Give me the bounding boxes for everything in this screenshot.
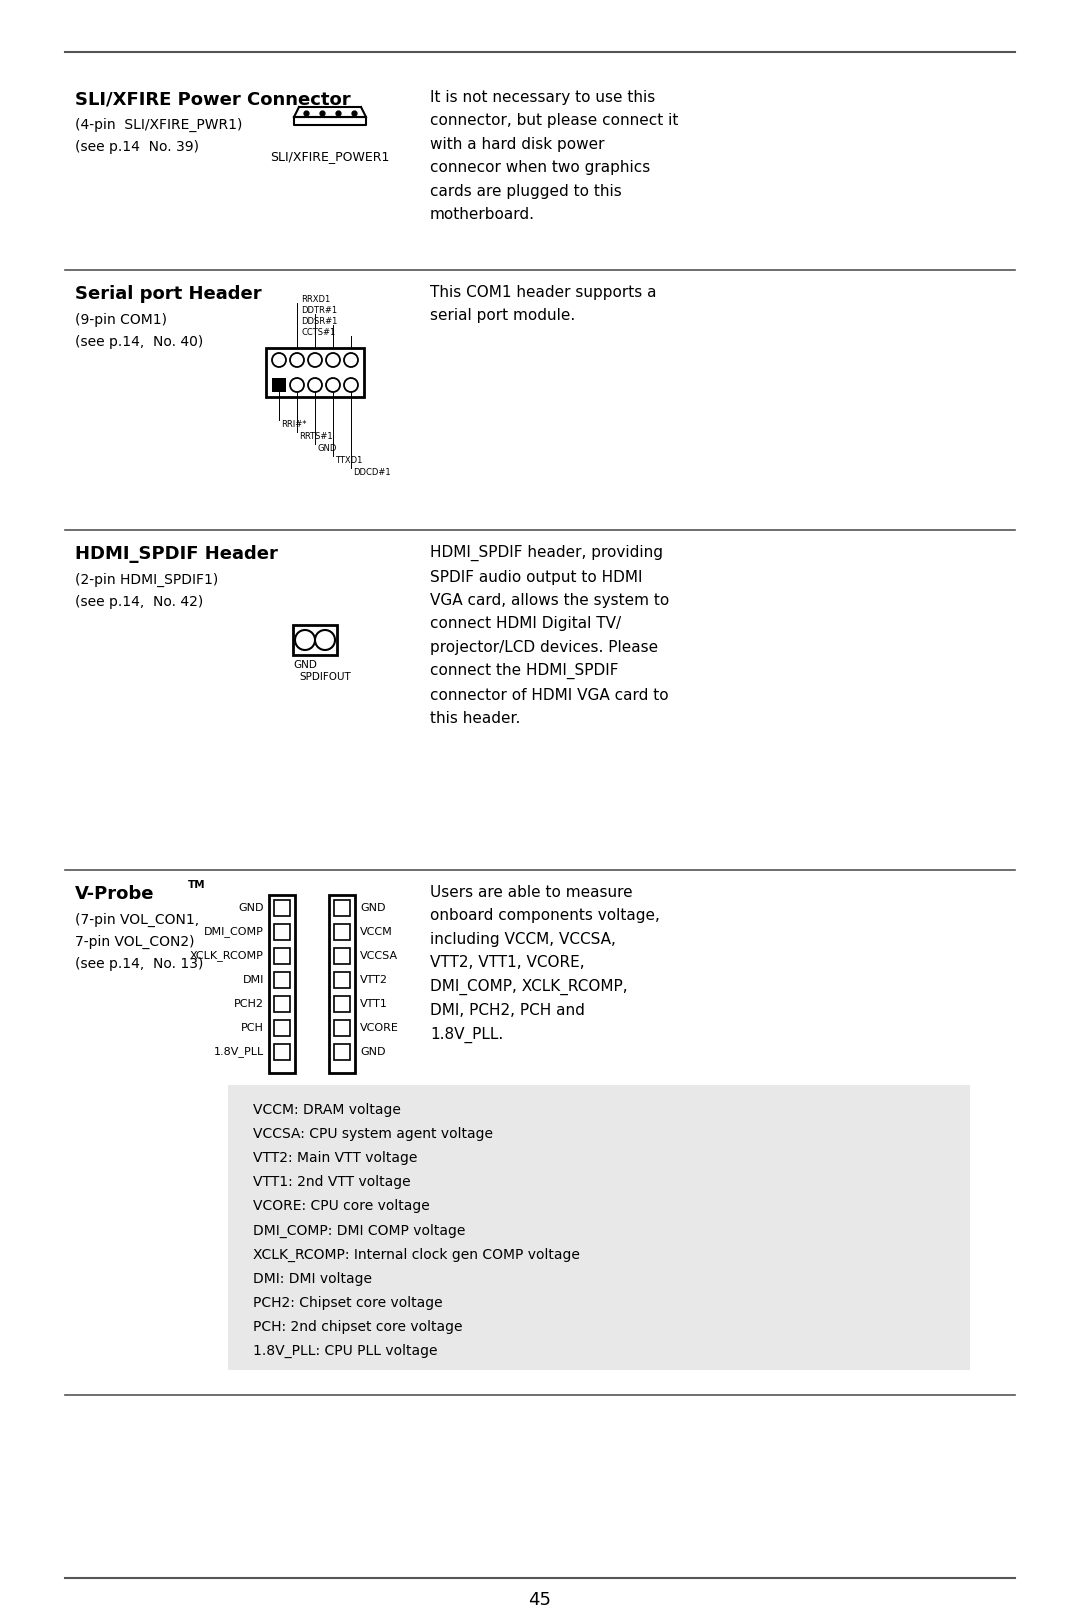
Text: GND: GND [318,444,336,453]
Bar [274,949,291,963]
Bar [274,924,291,941]
Text: DDSR#1: DDSR#1 [301,317,337,325]
Text: RRXD1: RRXD1 [301,295,330,304]
Text: DDTR#1: DDTR#1 [301,306,337,316]
Text: DMI: DMI voltage: DMI: DMI voltage [253,1271,372,1285]
Text: DMI_COMP: DMI_COMP [204,926,264,937]
Bar [272,377,286,392]
Bar [293,625,337,656]
Text: RRI#*: RRI#* [281,419,307,429]
Text: SPDIFOUT: SPDIFOUT [299,672,351,682]
Text: SLI/XFIRE Power Connector: SLI/XFIRE Power Connector [75,91,351,108]
Circle shape [326,377,340,392]
Bar [274,996,291,1012]
Bar [334,924,350,941]
Text: XCLK_RCOMP: XCLK_RCOMP [190,950,264,962]
Bar [274,900,291,916]
Text: VCCM: VCCM [360,928,393,937]
Bar [269,895,295,1073]
Text: DDCD#1: DDCD#1 [353,468,391,478]
Text: DMI: DMI [243,975,264,984]
Text: VTT2: Main VTT voltage: VTT2: Main VTT voltage [253,1151,417,1166]
Bar [334,900,350,916]
Circle shape [291,377,303,392]
Text: GND: GND [360,903,386,913]
Text: HDMI_SPDIF Header: HDMI_SPDIF Header [75,546,278,563]
Text: PCH2: Chipset core voltage: PCH2: Chipset core voltage [253,1295,443,1310]
Text: Serial port Header: Serial port Header [75,285,261,303]
Text: VCCSA: VCCSA [360,950,399,962]
Text: SLI/XFIRE_POWER1: SLI/XFIRE_POWER1 [270,151,390,164]
Text: TTXD1: TTXD1 [335,457,363,465]
Bar [266,348,364,397]
Bar [274,971,291,988]
Text: 1.8V_PLL: 1.8V_PLL [214,1046,264,1057]
Text: (2-pin HDMI_SPDIF1): (2-pin HDMI_SPDIF1) [75,573,218,588]
Bar [334,996,350,1012]
Text: (see p.14,  No. 40): (see p.14, No. 40) [75,335,203,350]
Text: (4-pin  SLI/XFIRE_PWR1): (4-pin SLI/XFIRE_PWR1) [75,118,242,133]
Circle shape [315,630,335,649]
Text: VTT1: 2nd VTT voltage: VTT1: 2nd VTT voltage [253,1175,410,1190]
Bar [334,949,350,963]
Text: 1.8V_PLL: CPU PLL voltage: 1.8V_PLL: CPU PLL voltage [253,1344,437,1358]
Text: Users are able to measure
onboard components voltage,
including VCCM, VCCSA,
VTT: Users are able to measure onboard compon… [430,886,660,1043]
Text: V-Probe: V-Probe [75,886,154,903]
Text: It is not necessary to use this
connector, but please connect it
with a hard dis: It is not necessary to use this connecto… [430,91,678,222]
Circle shape [308,377,322,392]
Circle shape [345,353,357,368]
Text: (see p.14,  No. 42): (see p.14, No. 42) [75,596,203,609]
Text: GND: GND [293,661,316,670]
Text: (see p.14  No. 39): (see p.14 No. 39) [75,139,199,154]
Circle shape [326,353,340,368]
Text: RRTS#1: RRTS#1 [299,432,333,440]
Text: (9-pin COM1): (9-pin COM1) [75,312,167,327]
Text: VCCM: DRAM voltage: VCCM: DRAM voltage [253,1103,401,1117]
Circle shape [345,377,357,392]
Text: VCORE: CPU core voltage: VCORE: CPU core voltage [253,1200,430,1213]
Text: GND: GND [360,1047,386,1057]
Bar [228,1085,970,1370]
Text: DMI_COMP: DMI COMP voltage: DMI_COMP: DMI COMP voltage [253,1224,465,1237]
Text: CCTS#1: CCTS#1 [301,329,335,337]
Text: VCORE: VCORE [360,1023,399,1033]
Text: 7-pin VOL_CON2): 7-pin VOL_CON2) [75,936,194,949]
Text: XCLK_RCOMP: Internal clock gen COMP voltage: XCLK_RCOMP: Internal clock gen COMP volt… [253,1248,580,1261]
Text: HDMI_SPDIF header, providing
SPDIF audio output to HDMI
VGA card, allows the sys: HDMI_SPDIF header, providing SPDIF audio… [430,546,670,727]
Text: PCH: 2nd chipset core voltage: PCH: 2nd chipset core voltage [253,1319,462,1334]
Text: 45: 45 [528,1591,552,1609]
Text: This COM1 header supports a
serial port module.: This COM1 header supports a serial port … [430,285,657,324]
Text: VTT2: VTT2 [360,975,388,984]
Text: PCH: PCH [241,1023,264,1033]
Text: (7-pin VOL_CON1,: (7-pin VOL_CON1, [75,913,199,928]
Circle shape [308,353,322,368]
Bar [329,895,355,1073]
Text: (see p.14,  No. 13): (see p.14, No. 13) [75,957,203,971]
Text: VCCSA: CPU system agent voltage: VCCSA: CPU system agent voltage [253,1127,492,1141]
Text: PCH2: PCH2 [234,999,264,1009]
Text: TM: TM [188,881,205,890]
Bar [334,1044,350,1060]
Circle shape [291,353,303,368]
Bar [274,1044,291,1060]
Circle shape [295,630,315,649]
Text: GND: GND [239,903,264,913]
Text: VTT1: VTT1 [360,999,388,1009]
Bar [334,1020,350,1036]
Circle shape [272,353,286,368]
Bar [334,971,350,988]
Bar [274,1020,291,1036]
